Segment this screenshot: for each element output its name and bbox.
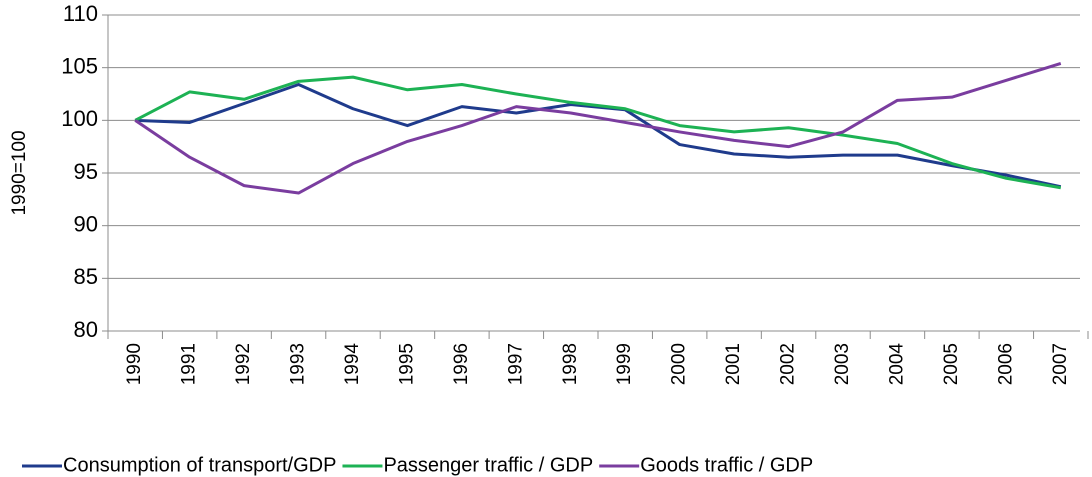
x-tick-label: 2005	[941, 343, 962, 385]
y-tick-label: 105	[61, 53, 98, 78]
y-tick-label: 110	[63, 1, 98, 26]
x-tick-label: 1993	[288, 343, 309, 385]
x-tick-label: 1999	[614, 343, 635, 385]
x-tick-label: 1992	[233, 343, 254, 385]
legend-label: Consumption of transport/GDP	[63, 454, 336, 476]
x-tick-label: 1996	[451, 343, 472, 385]
legend-label: Goods traffic / GDP	[640, 454, 813, 476]
y-tick-label: 95	[74, 159, 98, 184]
x-tick-label: 2002	[778, 343, 799, 385]
x-tick-label: 1991	[179, 343, 200, 385]
x-tick-label: 2000	[669, 343, 690, 385]
y-tick-label: 100	[61, 106, 98, 131]
legend-label: Passenger traffic / GDP	[383, 454, 593, 476]
x-tick-label: 2003	[832, 343, 853, 385]
y-axis-label: 1990=100	[9, 130, 30, 215]
series-line	[134, 75, 1062, 190]
x-tick-label: 1995	[396, 343, 417, 385]
series-line	[134, 62, 1062, 195]
series-line	[135, 83, 1062, 189]
x-tick-label: 1998	[560, 343, 581, 385]
x-tick-label: 1994	[342, 343, 363, 386]
y-tick-label: 80	[74, 317, 98, 342]
x-tick-label: 2007	[1050, 343, 1071, 385]
y-tick-label: 90	[74, 211, 98, 236]
x-tick-label: 1997	[505, 343, 526, 385]
x-tick-label: 2004	[886, 343, 907, 386]
y-tick-label: 85	[74, 264, 98, 289]
x-tick-label: 1990	[124, 343, 145, 385]
x-tick-label: 2001	[723, 343, 744, 385]
x-tick-label: 2006	[995, 343, 1016, 385]
